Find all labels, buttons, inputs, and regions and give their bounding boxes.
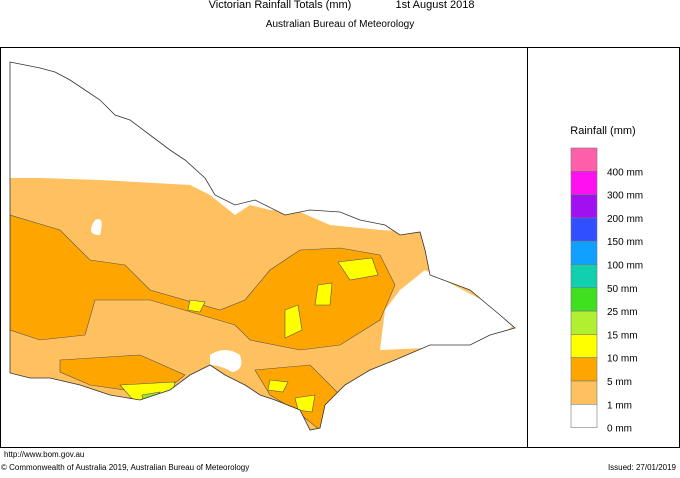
subtitle: Australian Bureau of Meteorology bbox=[266, 19, 414, 30]
region-dry-east bbox=[380, 270, 515, 350]
legend-swatch bbox=[570, 310, 598, 335]
region-10mm-b bbox=[187, 282, 333, 339]
legend: 400 mm 300 mm 200 mm 150 mm 100 mm 50 mm 25 mm… bbox=[570, 147, 643, 435]
legend-label: 5 mm bbox=[607, 377, 632, 388]
issued: Issued: 27/01/2019 bbox=[608, 463, 677, 472]
legend-label: 300 mm bbox=[607, 191, 643, 202]
legend-swatch bbox=[570, 171, 598, 195]
legend-label: 25 mm bbox=[607, 307, 638, 318]
legend-label: 200 mm bbox=[607, 214, 643, 225]
legend-label: 400 mm bbox=[607, 167, 643, 178]
legend-swatch bbox=[570, 403, 598, 428]
legend-swatch bbox=[570, 287, 598, 312]
region-10mm bbox=[337, 257, 379, 281]
legend-label: 10 mm bbox=[607, 354, 638, 365]
legend-label: 1 mm bbox=[607, 400, 632, 411]
legend-swatch bbox=[570, 264, 598, 289]
copyright: © Commonwealth of Australia 2019, Austra… bbox=[1, 463, 249, 472]
legend-label: 0 mm bbox=[607, 424, 632, 435]
legend-swatch bbox=[570, 240, 598, 265]
date: 1st August 2018 bbox=[396, 0, 475, 11]
title: Victorian Rainfall Totals (mm) bbox=[209, 0, 352, 11]
legend-swatch bbox=[570, 357, 598, 382]
legend-swatch bbox=[570, 334, 598, 358]
legend-swatch bbox=[570, 147, 598, 172]
legend-swatch bbox=[570, 380, 598, 405]
map-fill bbox=[10, 62, 515, 430]
legend-swatch bbox=[570, 194, 598, 219]
legend-label: 50 mm bbox=[607, 284, 638, 295]
legend-label: 100 mm bbox=[607, 261, 643, 272]
legend-label: 150 mm bbox=[607, 237, 643, 248]
legend-label: 15 mm bbox=[607, 330, 638, 341]
url: http://www.bom.gov.au bbox=[4, 450, 84, 459]
legend-title: Rainfall (mm) bbox=[570, 125, 635, 137]
legend-swatch bbox=[570, 217, 598, 242]
bay bbox=[91, 219, 242, 372]
